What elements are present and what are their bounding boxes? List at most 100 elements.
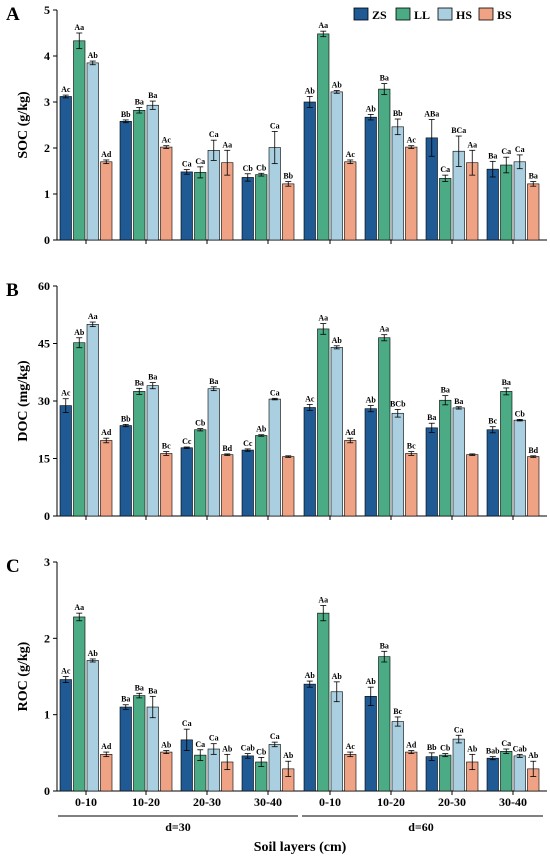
significance-label: Ba <box>209 377 218 386</box>
x-tick-label: 10-20 <box>377 795 405 809</box>
bar-bs <box>466 454 479 517</box>
significance-label: Aa <box>318 596 328 605</box>
significance-label: Ac <box>346 742 356 751</box>
significance-label: Ba <box>135 98 144 107</box>
bar-ll <box>73 342 86 517</box>
bar-hs <box>513 161 526 241</box>
bar-bs <box>344 161 357 241</box>
bar-hs <box>513 755 526 792</box>
bar-bs <box>405 146 418 241</box>
y-tick-label: 15 <box>38 452 50 466</box>
bar-bs <box>405 751 418 792</box>
significance-label: Aa <box>222 140 232 149</box>
bar-zs <box>241 449 254 517</box>
bar-bs <box>282 456 295 517</box>
bar-zs <box>486 168 499 241</box>
x-tick-label: 0-10 <box>75 795 97 809</box>
significance-label: Ba <box>488 151 497 160</box>
significance-label: Ca <box>209 734 219 743</box>
significance-label: Ab <box>74 328 85 337</box>
significance-label: Ba <box>380 74 389 83</box>
significance-label: Ca <box>454 725 464 734</box>
y-tick-label: 2 <box>44 631 50 645</box>
y-tick-label: 60 <box>38 279 50 293</box>
significance-label: Ad <box>101 742 112 751</box>
bar-hs <box>330 91 343 241</box>
significance-label: Bc <box>488 417 497 426</box>
bar-ll <box>439 399 452 517</box>
significance-label: Ab <box>256 425 267 434</box>
bar-hs <box>86 62 99 241</box>
bar-zs <box>119 121 132 241</box>
significance-label: Ca <box>270 732 280 741</box>
significance-label: Cab <box>241 744 256 753</box>
bar-ll <box>73 616 86 792</box>
bar-bs <box>100 754 113 792</box>
significance-label: Ab <box>222 744 233 753</box>
bar-hs <box>391 126 404 241</box>
bar-zs <box>303 407 316 517</box>
x-axis-title: Soil layers (cm) <box>254 840 347 855</box>
significance-label: Ac <box>61 389 71 398</box>
bar-hs <box>207 748 220 792</box>
legend-swatch-ll <box>395 7 411 21</box>
x-tick-label: 30-40 <box>254 795 282 809</box>
significance-label: Ac <box>61 85 71 94</box>
bar-ll <box>439 754 452 792</box>
bar-bs <box>405 453 418 517</box>
legend: ZS LL HS BS <box>353 7 512 22</box>
significance-label: Aa <box>88 312 98 321</box>
bar-ll <box>194 429 207 517</box>
significance-label: Bc <box>162 442 171 451</box>
significance-label: Ca <box>501 147 511 156</box>
bar-zs <box>119 706 132 792</box>
legend-swatch-bs <box>478 7 494 21</box>
significance-label: Ba <box>529 172 538 181</box>
significance-label: Cab <box>513 744 528 753</box>
significance-label: Ab <box>366 396 377 405</box>
significance-label: Ba <box>380 641 389 650</box>
significance-label: Aa <box>318 314 328 323</box>
group-label-d30: d=30 <box>165 820 191 834</box>
significance-label: Ca <box>182 160 192 169</box>
bar-zs <box>119 425 132 517</box>
bar-bs <box>344 754 357 792</box>
bar-zs <box>59 405 72 517</box>
bar-hs <box>513 419 526 517</box>
x-tick-label: 20-30 <box>438 795 466 809</box>
legend-label-bs: BS <box>497 8 512 22</box>
bar-bs <box>527 183 540 241</box>
significance-label: Ca <box>440 165 450 174</box>
bar-ll <box>133 391 146 517</box>
y-tick-label: 1 <box>44 187 50 201</box>
bar-ll <box>500 751 513 792</box>
bar-bs <box>160 751 173 792</box>
y-axis-title: SOC (g/kg) <box>16 91 31 159</box>
significance-label: Cb <box>256 747 267 756</box>
legend-label-zs: ZS <box>372 8 387 22</box>
significance-label: Aa <box>318 21 328 30</box>
bar-ll <box>133 695 146 792</box>
significance-label: Ba <box>454 397 463 406</box>
bar-hs <box>207 388 220 517</box>
bar-ll <box>500 164 513 241</box>
bar-bs <box>282 183 295 241</box>
significance-label: Ad <box>406 741 417 750</box>
significance-label: Ab <box>161 741 172 750</box>
bar-hs <box>391 412 404 517</box>
significance-label: Ac <box>162 136 172 145</box>
significance-label: Bb <box>283 172 293 181</box>
bar-zs <box>241 177 254 241</box>
bar-hs <box>330 347 343 517</box>
bar-hs <box>86 324 99 517</box>
bar-hs <box>391 721 404 792</box>
significance-label: Ab <box>467 744 478 753</box>
bar-zs <box>59 679 72 792</box>
significance-label: Aa <box>379 325 389 334</box>
y-tick-label: 45 <box>38 337 50 351</box>
bar-zs <box>303 101 316 241</box>
x-tick-label: 0-10 <box>319 795 341 809</box>
significance-label: Ab <box>305 86 316 95</box>
